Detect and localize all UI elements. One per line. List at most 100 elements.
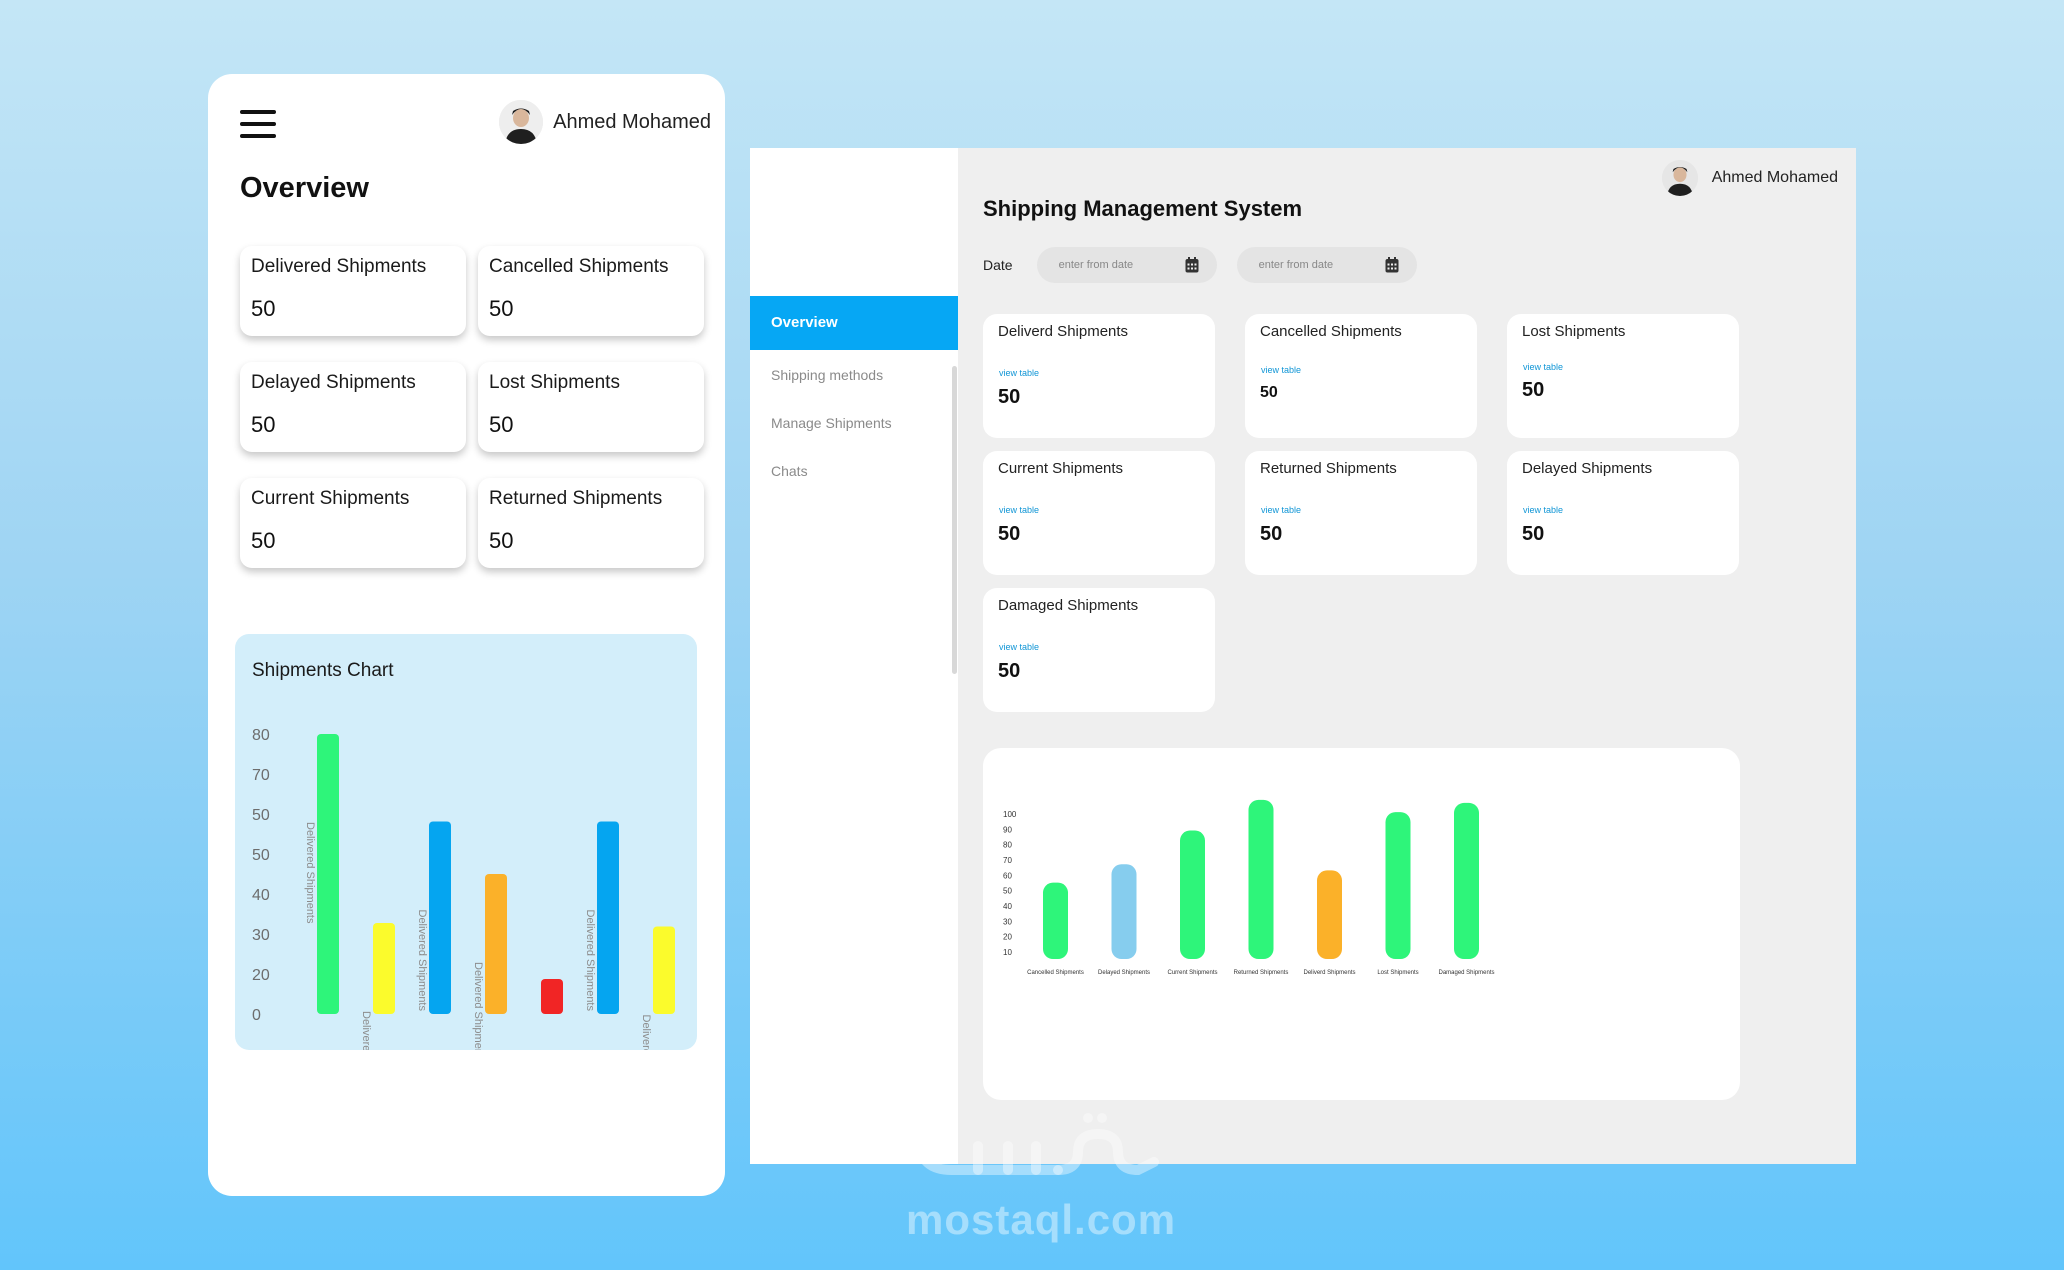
stats-grid: Deliverd Shipments view table 50 Cancelled… — [983, 314, 1739, 712]
stat-value: 50 — [251, 528, 276, 553]
stat-value: 50 — [489, 296, 514, 321]
x-tick-label: Deliverd Shipments — [1303, 970, 1355, 976]
view-table-link[interactable]: view table — [1523, 362, 1564, 372]
bar — [597, 821, 619, 1014]
page-title: Overview — [240, 172, 369, 204]
bar-label: Delivered Shipments — [640, 1015, 652, 1051]
stat-value: 50 — [998, 660, 1021, 682]
stat-value: 50 — [1260, 523, 1283, 545]
stat-value: 50 — [489, 528, 514, 553]
y-tick-label: 60 — [1003, 871, 1012, 880]
shipments-chart-card: Shipments Chart 80 70 50 50 40 30 20 0 Delivered… — [235, 634, 697, 1050]
stat-card-damaged[interactable]: Damaged Shipments view table 50 — [983, 588, 1215, 712]
bar — [485, 874, 507, 1014]
nav-item-shipping-methods[interactable]: Shipping methods — [771, 367, 884, 383]
x-tick-label: Returned Shipments — [1234, 970, 1289, 976]
stat-label: Current Shipments — [251, 488, 410, 509]
y-tick-label: 40 — [252, 887, 270, 904]
user-name: Ahmed Mohamed — [553, 110, 711, 133]
from-date-input[interactable]: enter from date — [1036, 247, 1217, 283]
bar-label: Delivered Shipments — [360, 1011, 372, 1050]
page-title: Shipping Management System — [983, 196, 1303, 221]
stat-card-delayed[interactable]: Delayed Shipments 50 — [240, 362, 466, 452]
bar — [1043, 882, 1068, 959]
user-profile[interactable]: Ahmed Mohamed — [499, 100, 711, 144]
hamburger-menu-icon[interactable] — [240, 108, 276, 140]
view-table-link[interactable]: view table — [999, 505, 1040, 515]
stat-card-lost[interactable]: Lost Shipments view table 50 — [1507, 314, 1739, 438]
stat-label: Returned Shipments — [1260, 460, 1397, 477]
avatar — [499, 100, 544, 144]
stat-label: Deliverd Shipments — [998, 323, 1129, 340]
mobile-bar-chart: 80 70 50 50 40 30 20 0 Delivered Shipments Delive… — [252, 727, 675, 1051]
y-tick-label: 90 — [1003, 825, 1012, 834]
y-tick-label: 10 — [1003, 948, 1012, 957]
bar — [317, 734, 339, 1014]
mostaql-logo-icon — [915, 1113, 1159, 1176]
stat-value: 50 — [1522, 379, 1545, 401]
calendar-icon[interactable] — [1385, 257, 1399, 273]
stat-label: Cancelled Shipments — [1260, 323, 1402, 340]
bar — [373, 923, 395, 1014]
stat-label: Lost Shipments — [489, 372, 620, 393]
view-table-link[interactable]: view table — [1261, 505, 1302, 515]
stat-value: 50 — [1260, 384, 1278, 401]
x-tick-label: Cancelled Shipments — [1027, 970, 1084, 976]
bar — [541, 979, 563, 1014]
chart-title: Shipments Chart — [252, 660, 394, 681]
stat-card-cancelled[interactable]: Cancelled Shipments view table 50 — [1245, 314, 1477, 438]
stat-card-delivered[interactable]: Deliverd Shipments view table 50 — [983, 314, 1215, 438]
to-date-input[interactable]: enter from date — [1236, 247, 1417, 283]
y-tick-label: 50 — [252, 807, 270, 824]
stat-card-lost[interactable]: Lost Shipments 50 — [478, 362, 704, 452]
bar-label: Delivered Shipments — [416, 910, 428, 1012]
y-tick-label: 70 — [252, 767, 270, 784]
stat-card-delayed[interactable]: Delayed Shipments view table 50 — [1507, 451, 1739, 575]
calendar-icon[interactable] — [1185, 257, 1199, 273]
bar-label: Delivered Shipments — [304, 822, 316, 924]
stat-value: 50 — [998, 523, 1021, 545]
mobile-overview-panel: Ahmed Mohamed Overview Delivered Shipmen… — [208, 74, 725, 1196]
bar — [1385, 812, 1411, 959]
stat-card-current[interactable]: Current Shipments 50 — [240, 478, 466, 568]
x-tick-label: Lost Shipments — [1377, 970, 1418, 976]
view-table-link[interactable]: view table — [999, 642, 1040, 652]
date-label: Date — [983, 257, 1013, 273]
date-filter: Date enter from date enter from date — [983, 246, 1437, 284]
main-content: Ahmed Mohamed Shipping Management System… — [958, 148, 1856, 1164]
user-profile[interactable]: Ahmed Mohamed — [1661, 160, 1838, 196]
desktop-bar-chart: 100 90 80 70 60 50 40 30 20 10 Cancelled Shipments… — [1003, 799, 1495, 976]
view-table-link[interactable]: view table — [1523, 505, 1564, 515]
bar — [429, 821, 451, 1014]
stat-card-delivered[interactable]: Delivered Shipments 50 — [240, 246, 466, 336]
stat-value: 50 — [489, 412, 514, 437]
stat-label: Delayed Shipments — [251, 372, 416, 393]
y-tick-label: 0 — [252, 1007, 261, 1024]
stat-label: Returned Shipments — [489, 488, 663, 509]
sidebar-scrollbar[interactable] — [952, 366, 957, 674]
nav-item-chats[interactable]: Chats — [771, 463, 808, 479]
bar-label: Delivered Shipments — [472, 962, 484, 1050]
stat-value: 50 — [998, 386, 1021, 408]
nav-item-manage-shipments[interactable]: Manage Shipments — [771, 415, 892, 431]
x-tick-label: Current Shipments — [1167, 970, 1217, 976]
bar — [1180, 830, 1205, 959]
watermark-text: mostaql.com — [906, 1196, 1177, 1243]
stat-label: Delivered Shipments — [251, 256, 427, 277]
y-tick-label: 20 — [252, 967, 270, 984]
view-table-link[interactable]: view table — [999, 368, 1040, 378]
view-table-link[interactable]: view table — [1261, 365, 1302, 375]
stat-value: 50 — [251, 412, 276, 437]
stat-value: 50 — [1522, 523, 1545, 545]
shipments-chart-card: 100 90 80 70 60 50 40 30 20 10 Cancelled Shipments… — [983, 748, 1740, 1100]
stat-card-returned[interactable]: Returned Shipments 50 — [478, 478, 704, 568]
stat-card-cancelled[interactable]: Cancelled Shipments 50 — [478, 246, 704, 336]
bar — [1111, 864, 1137, 959]
stat-value: 50 — [251, 296, 276, 321]
stat-label: Cancelled Shipments — [489, 256, 669, 277]
y-tick-label: 40 — [1003, 902, 1012, 911]
stat-label: Damaged Shipments — [998, 597, 1139, 614]
stat-card-returned[interactable]: Returned Shipments view table 50 — [1245, 451, 1477, 575]
nav-item-overview[interactable]: Overview — [750, 296, 958, 350]
stat-card-current[interactable]: Current Shipments view table 50 — [983, 451, 1215, 575]
